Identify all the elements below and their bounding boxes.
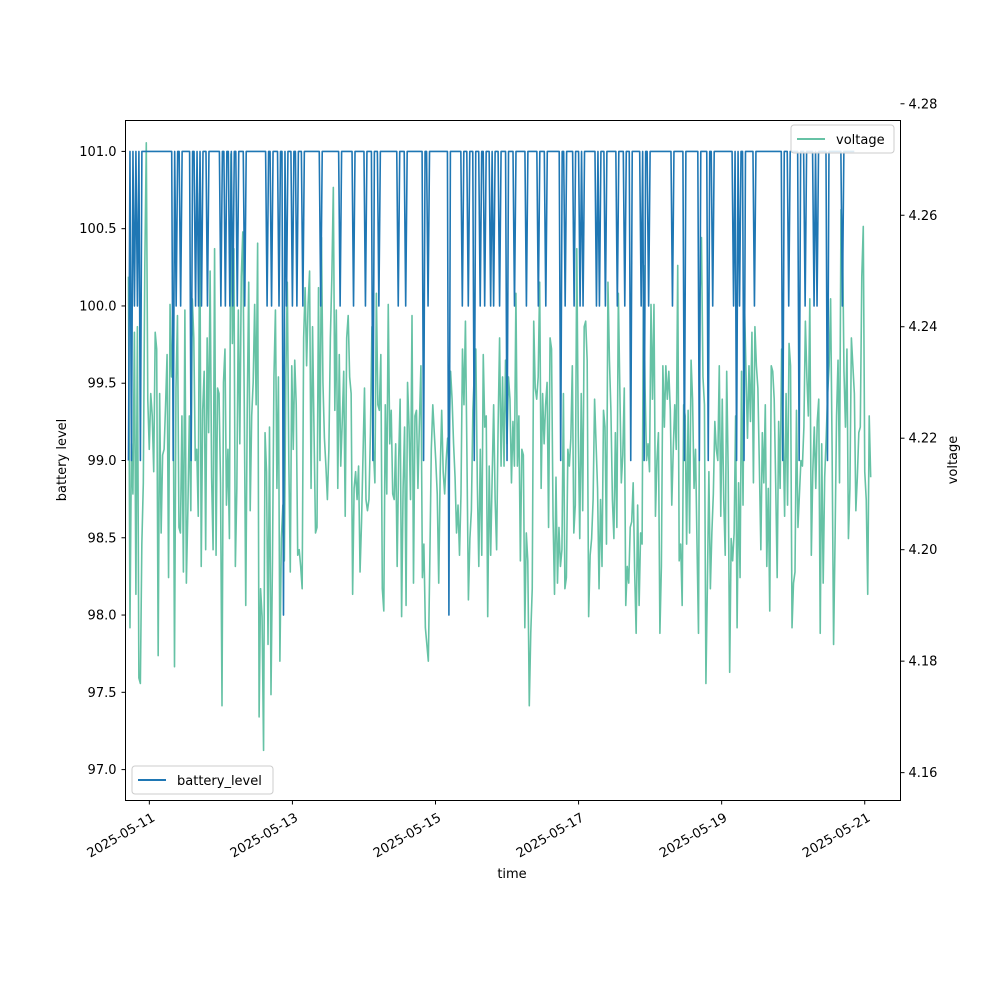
x-tick-label: 2025-05-21 <box>800 811 873 862</box>
y-right-tick-label: 4.28 <box>909 97 938 112</box>
legend-voltage-label: voltage <box>836 133 885 148</box>
y-right-tick-label: 4.24 <box>909 320 938 335</box>
x-tick-label: 2025-05-11 <box>85 811 158 862</box>
y-left-tick-label: 98.0 <box>88 609 117 624</box>
y-axis-left-label: battery level <box>55 419 70 502</box>
y-right-tick-label: 4.16 <box>909 766 938 781</box>
legend-voltage-frame <box>790 124 895 154</box>
y-right-tick-label: 4.26 <box>909 209 938 224</box>
y-left-tick-label: 97.5 <box>88 686 117 701</box>
x-tick-label: 2025-05-13 <box>228 811 301 862</box>
y-left-tick-label: 101.0 <box>79 145 116 160</box>
y-left-tick-label: 99.5 <box>88 377 117 392</box>
legend-battery-level: battery_level <box>131 765 274 795</box>
y-right-tick-label: 4.18 <box>909 655 938 670</box>
x-tick-label: 2025-05-17 <box>514 811 587 862</box>
x-axis-label: time <box>497 867 526 882</box>
series-layer <box>127 142 872 752</box>
x-tick-label: 2025-05-15 <box>371 811 444 862</box>
legend-voltage: voltage <box>790 124 895 154</box>
y-left-tick-label: 97.0 <box>88 763 117 778</box>
y-left-tick-label: 100.0 <box>79 299 116 314</box>
y-axis-right-label: voltage <box>946 436 961 485</box>
x-tick-label: 2025-05-19 <box>657 811 730 862</box>
y-left-tick-label: 98.5 <box>88 531 117 546</box>
series-line-voltage <box>127 142 872 752</box>
y-left-tick-label: 100.5 <box>79 222 116 237</box>
y-left-tick-label: 99.0 <box>88 454 117 469</box>
series-line-battery-level <box>127 150 855 616</box>
legend-battery-level-label: battery_level <box>177 774 262 789</box>
legend-battery-level-frame <box>131 765 274 795</box>
y-right-tick-label: 4.22 <box>909 432 938 447</box>
y-right-tick-label: 4.20 <box>909 543 938 558</box>
